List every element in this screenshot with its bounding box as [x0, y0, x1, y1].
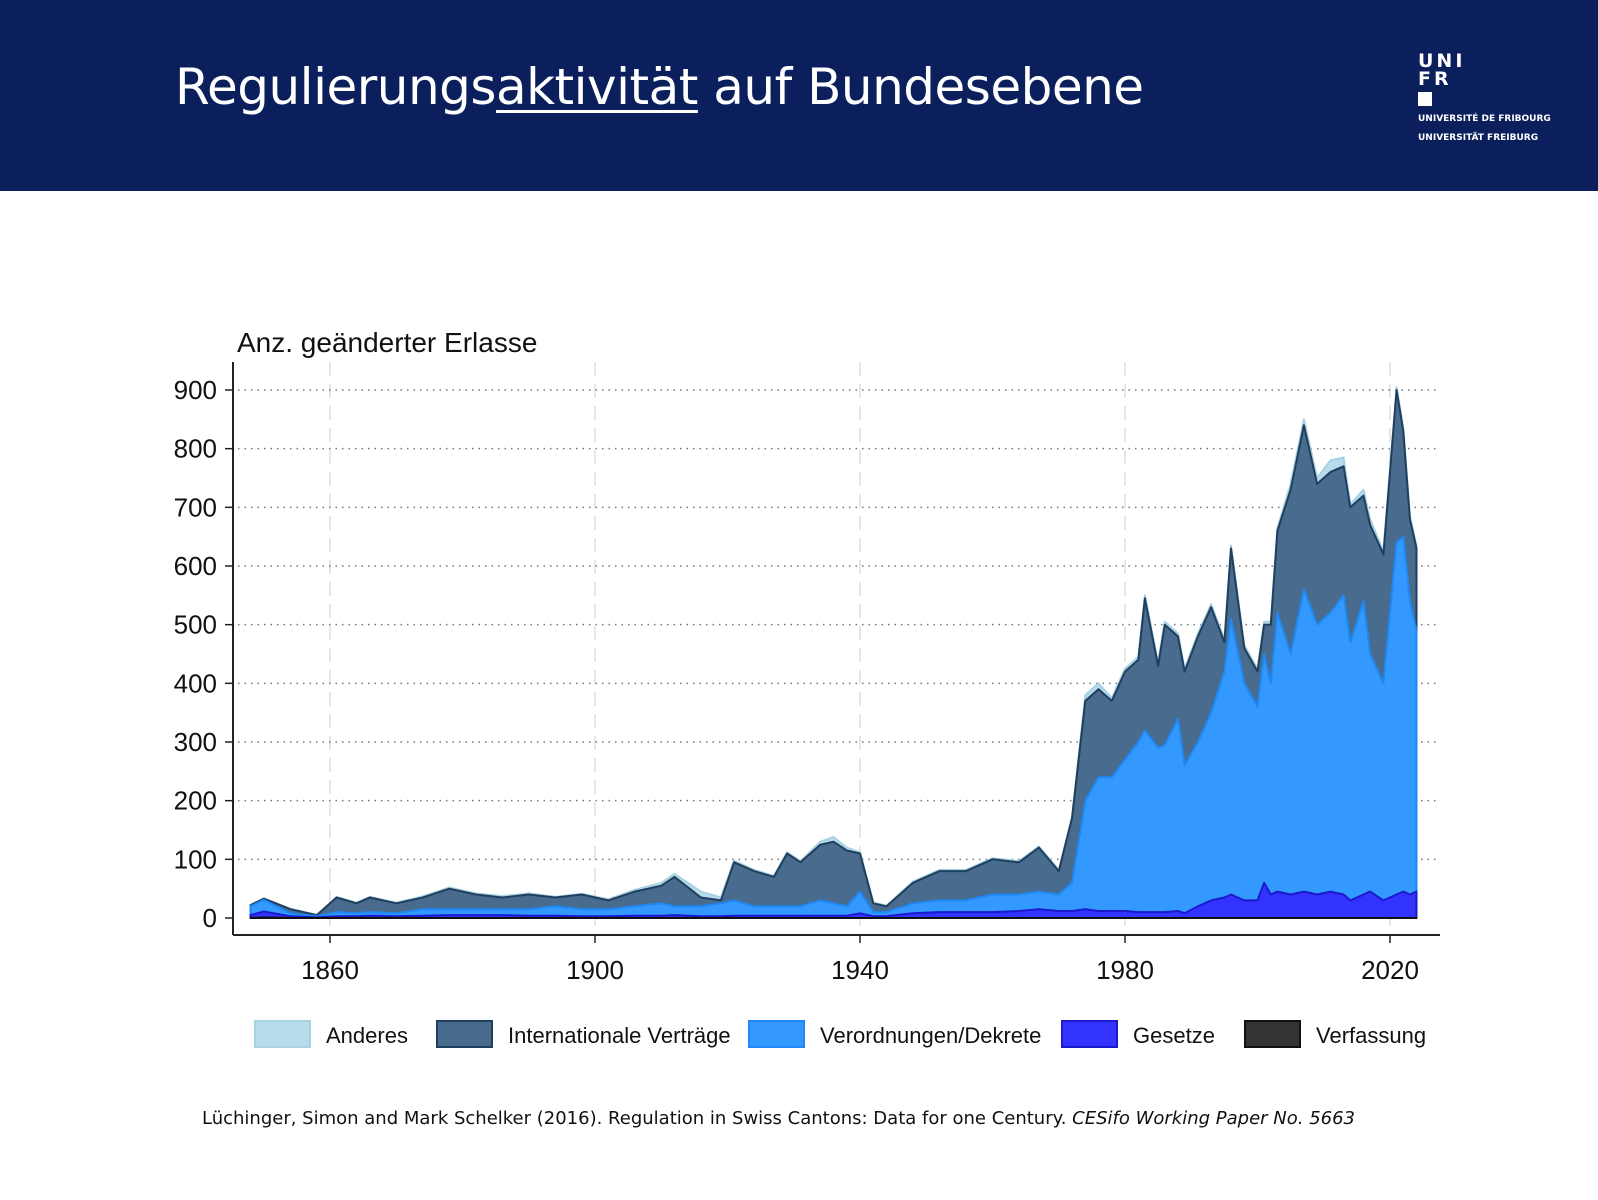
legend-swatch: [1244, 1020, 1301, 1048]
area-verordnungen-dekrete: [249, 535, 1418, 919]
x-tick-label: 1860: [301, 955, 359, 985]
area-verfassung: [249, 916, 1418, 919]
legend-label: Gesetze: [1133, 1023, 1215, 1048]
y-tick-label: 100: [174, 844, 217, 874]
y-tick-label: 400: [174, 668, 217, 698]
x-tick-label: 2020: [1361, 955, 1419, 985]
y-tick-label: 300: [174, 727, 217, 757]
title-part: auf Bundesebene: [697, 58, 1144, 116]
x-tick-label: 1900: [566, 955, 624, 985]
y-tick-label: 200: [174, 786, 217, 816]
logo-subtitle: UNIVERSITÉ DE FRIBOURG: [1418, 114, 1551, 124]
citation: Lüchinger, Simon and Mark Schelker (2016…: [202, 1108, 1355, 1129]
logo-line: UNI: [1418, 50, 1466, 72]
title-underlined-word: aktivität: [495, 58, 698, 116]
legend-label: Anderes: [326, 1023, 408, 1048]
legend-swatch: [748, 1020, 805, 1048]
citation-source: CESifo Working Paper No. 5663: [1072, 1108, 1356, 1129]
y-tick-label: 700: [174, 492, 217, 522]
citation-text: Lüchinger, Simon and Mark Schelker (2016…: [202, 1108, 1073, 1129]
y-tick-label: 0: [203, 903, 217, 933]
university-logo: UNI FR UNIVERSITÉ DE FRIBOURG UNIVERSITÄ…: [1418, 52, 1551, 144]
legend-swatch: [436, 1020, 493, 1048]
legend-label: Internationale Verträge: [508, 1023, 731, 1048]
slide-header: Regulierungsaktivität auf Bundesebene UN…: [0, 0, 1598, 191]
y-tick-label: 600: [174, 551, 217, 581]
legend-label: Verordnungen/Dekrete: [820, 1023, 1041, 1048]
y-tick-label: 500: [174, 610, 217, 640]
title-part: Regulierungs: [175, 58, 496, 116]
logo-line: FR: [1418, 68, 1452, 90]
legend-swatch: [1061, 1020, 1118, 1048]
logo-square: [1418, 92, 1432, 106]
area-gesetze: [249, 881, 1418, 919]
legend-swatch: [254, 1020, 311, 1048]
x-tick-label: 1980: [1096, 955, 1154, 985]
x-tick-label: 1940: [831, 955, 889, 985]
y-tick-label: 900: [174, 375, 217, 405]
chart-title: Anz. geänderter Erlasse: [237, 327, 537, 358]
legend-label: Verfassung: [1316, 1023, 1426, 1048]
logo-subtitle: UNIVERSITÄT FREIBURG: [1418, 133, 1539, 143]
y-tick-label: 800: [174, 434, 217, 464]
slide-title: Regulierungsaktivität auf Bundesebene: [175, 58, 1144, 116]
